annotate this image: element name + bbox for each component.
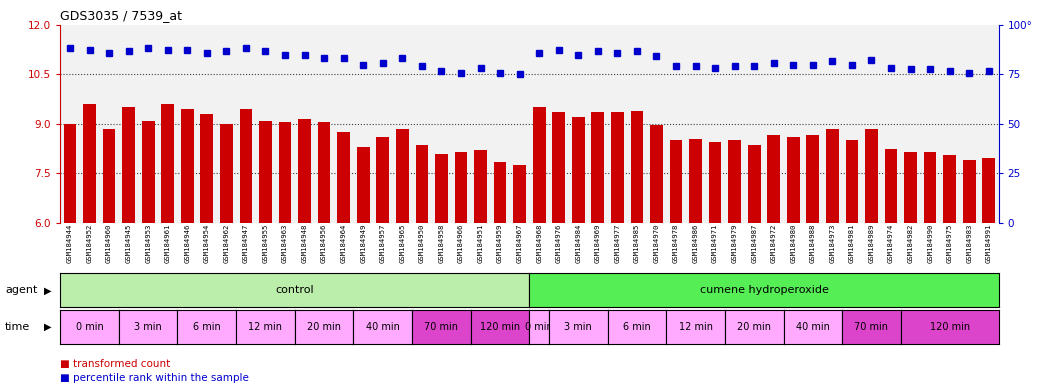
Bar (161, 104, 174, 223)
Bar (532, 108, 546, 223)
Bar (650, 126, 663, 223)
Bar (592, 112, 604, 223)
Bar (494, 162, 507, 223)
Bar (455, 152, 467, 223)
Bar (747, 145, 761, 223)
Bar (846, 140, 858, 223)
Text: 0 min: 0 min (525, 322, 553, 332)
Bar (240, 109, 252, 223)
Bar (944, 155, 956, 223)
Bar (924, 152, 936, 223)
Bar (884, 149, 898, 223)
Text: ▶: ▶ (44, 285, 51, 295)
Text: time: time (5, 322, 30, 332)
Text: 6 min: 6 min (193, 322, 221, 332)
Bar (103, 129, 115, 223)
Text: ■ transformed count: ■ transformed count (60, 359, 170, 369)
Text: 70 min: 70 min (425, 322, 459, 332)
Bar (435, 154, 447, 223)
Bar (260, 121, 272, 223)
Bar (142, 121, 155, 223)
Bar (865, 129, 878, 223)
Bar (729, 140, 741, 223)
Text: 0 min: 0 min (76, 322, 104, 332)
Text: 12 min: 12 min (679, 322, 712, 332)
Text: GDS3035 / 7539_at: GDS3035 / 7539_at (60, 9, 183, 22)
Text: 3 min: 3 min (565, 322, 592, 332)
Bar (200, 114, 213, 223)
Bar (826, 129, 839, 223)
Bar (552, 112, 565, 223)
Text: 20 min: 20 min (307, 322, 342, 332)
Text: 120 min: 120 min (480, 322, 520, 332)
Text: 3 min: 3 min (134, 322, 162, 332)
Bar (611, 112, 624, 223)
Bar (630, 111, 644, 223)
Text: 40 min: 40 min (796, 322, 829, 332)
Bar (963, 160, 976, 223)
Bar (670, 140, 682, 223)
Text: 12 min: 12 min (248, 322, 282, 332)
Bar (220, 124, 233, 223)
Bar (83, 104, 95, 223)
Text: agent: agent (5, 285, 37, 295)
Bar (709, 142, 721, 223)
Bar (377, 137, 389, 223)
Bar (904, 152, 917, 223)
Bar (63, 124, 77, 223)
Bar (787, 137, 799, 223)
Bar (122, 108, 135, 223)
Bar (395, 129, 409, 223)
Bar (415, 145, 429, 223)
Text: 70 min: 70 min (854, 322, 889, 332)
Text: 40 min: 40 min (365, 322, 400, 332)
Text: 120 min: 120 min (930, 322, 969, 332)
Bar (278, 122, 292, 223)
Bar (982, 159, 995, 223)
Text: cumene hydroperoxide: cumene hydroperoxide (700, 285, 828, 295)
Text: 6 min: 6 min (623, 322, 651, 332)
Bar (337, 132, 350, 223)
Text: ■ percentile rank within the sample: ■ percentile rank within the sample (60, 373, 249, 383)
Text: ▶: ▶ (44, 322, 51, 332)
Bar (807, 136, 819, 223)
Bar (181, 109, 194, 223)
Text: 20 min: 20 min (737, 322, 771, 332)
Bar (357, 147, 370, 223)
Bar (572, 117, 584, 223)
Bar (298, 119, 311, 223)
Bar (513, 165, 526, 223)
Text: control: control (275, 285, 315, 295)
Bar (767, 136, 781, 223)
Bar (474, 150, 487, 223)
Bar (318, 122, 330, 223)
Bar (689, 139, 702, 223)
